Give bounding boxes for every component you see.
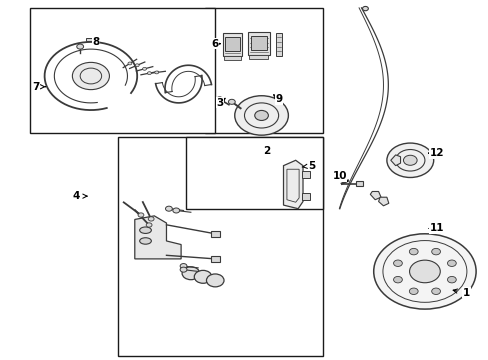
Circle shape bbox=[147, 72, 151, 75]
Circle shape bbox=[447, 276, 455, 283]
Circle shape bbox=[142, 67, 146, 70]
Bar bbox=[211, 230, 220, 237]
Circle shape bbox=[216, 97, 222, 101]
Bar bbox=[355, 181, 363, 186]
Polygon shape bbox=[390, 155, 400, 166]
Circle shape bbox=[234, 96, 288, 135]
Text: 4: 4 bbox=[72, 191, 87, 201]
Polygon shape bbox=[378, 197, 388, 206]
Text: 6: 6 bbox=[211, 39, 220, 49]
Circle shape bbox=[194, 270, 211, 283]
Polygon shape bbox=[135, 216, 181, 259]
Circle shape bbox=[128, 62, 132, 65]
Circle shape bbox=[228, 99, 235, 104]
Circle shape bbox=[408, 288, 417, 294]
Circle shape bbox=[135, 64, 139, 67]
Bar bbox=[249, 55, 267, 59]
Polygon shape bbox=[369, 192, 380, 200]
Bar bbox=[185, 137, 322, 209]
Circle shape bbox=[180, 264, 186, 269]
Ellipse shape bbox=[140, 238, 151, 244]
Bar bbox=[302, 171, 309, 178]
Circle shape bbox=[182, 267, 199, 280]
Circle shape bbox=[373, 234, 475, 309]
Bar bbox=[118, 137, 322, 356]
Polygon shape bbox=[86, 38, 96, 41]
Circle shape bbox=[447, 260, 455, 266]
Circle shape bbox=[172, 208, 179, 213]
Circle shape bbox=[77, 44, 83, 49]
Bar bbox=[225, 37, 240, 51]
Bar bbox=[248, 32, 270, 55]
Circle shape bbox=[254, 111, 268, 121]
Text: 2: 2 bbox=[262, 146, 269, 156]
Circle shape bbox=[165, 206, 172, 211]
Circle shape bbox=[386, 143, 433, 177]
Text: 9: 9 bbox=[273, 94, 282, 104]
Circle shape bbox=[138, 213, 143, 217]
Circle shape bbox=[206, 274, 224, 287]
Circle shape bbox=[155, 71, 158, 74]
Text: 7: 7 bbox=[32, 82, 45, 92]
Polygon shape bbox=[283, 160, 303, 209]
Circle shape bbox=[393, 276, 402, 283]
Circle shape bbox=[409, 260, 439, 283]
Circle shape bbox=[431, 248, 440, 255]
Bar bbox=[211, 256, 220, 262]
Text: 3: 3 bbox=[216, 98, 224, 108]
Text: 1: 1 bbox=[452, 288, 469, 298]
Text: 5: 5 bbox=[302, 161, 315, 171]
Bar bbox=[205, 8, 322, 134]
Bar bbox=[276, 33, 282, 55]
Circle shape bbox=[431, 288, 440, 294]
Bar bbox=[30, 8, 215, 134]
Bar bbox=[302, 193, 309, 200]
Text: 8: 8 bbox=[92, 37, 99, 47]
Circle shape bbox=[72, 62, 109, 90]
Circle shape bbox=[180, 267, 186, 272]
Ellipse shape bbox=[140, 227, 151, 233]
Circle shape bbox=[393, 260, 402, 266]
Bar bbox=[251, 36, 266, 50]
Circle shape bbox=[362, 6, 367, 11]
Circle shape bbox=[403, 155, 416, 165]
Circle shape bbox=[148, 217, 154, 221]
Text: 12: 12 bbox=[428, 148, 444, 158]
Text: 10: 10 bbox=[332, 171, 346, 181]
Circle shape bbox=[146, 223, 152, 227]
Text: 11: 11 bbox=[428, 224, 444, 233]
Bar bbox=[224, 55, 241, 60]
Bar bbox=[222, 33, 242, 56]
Circle shape bbox=[408, 248, 417, 255]
